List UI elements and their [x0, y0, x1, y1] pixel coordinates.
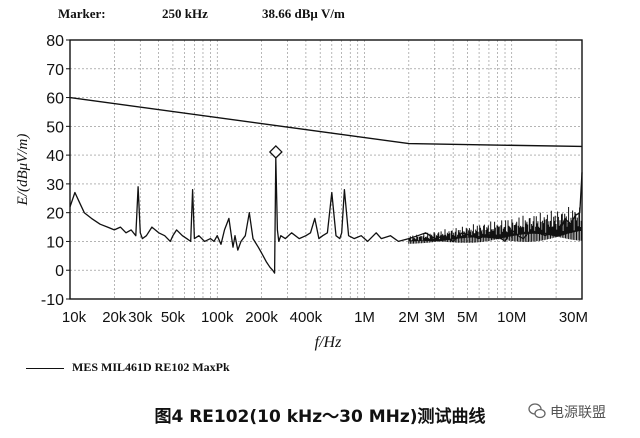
x-tick-label: 5M: [457, 309, 478, 326]
x-tick-label: 200k: [245, 309, 278, 326]
emission-chart: -10 0 10 20 30 40 50 60 70 80 10k 20k 30k 50k 100k 200k…: [15, 33, 588, 351]
y-tick-label: 60: [46, 91, 64, 108]
x-tick-label: 10M: [497, 309, 526, 326]
limit-line: [69, 96, 583, 148]
legend-line-swatch: [26, 368, 64, 369]
figure-caption: 图4 RE102(10 kHz～30 MHz)测试曲线: [154, 407, 486, 427]
marker-label: Marker:: [58, 6, 106, 21]
watermark: 电源联盟: [528, 400, 638, 424]
x-tick-label: 2M: [398, 309, 419, 326]
wechat-icon: [528, 403, 546, 419]
marker-frequency: 250 kHz: [162, 6, 208, 21]
x-axis-label: f/Hz: [315, 334, 342, 351]
x-tick-label: 3M: [424, 309, 445, 326]
watermark-text: 电源联盟: [550, 405, 606, 421]
y-tick-label: 80: [46, 33, 64, 50]
x-tick-label: 100k: [201, 309, 234, 326]
y-tick-label: 30: [46, 177, 64, 194]
legend-entry: MES MIL461D RE102 MaxPk: [72, 360, 230, 374]
marker-diamond: [268, 145, 283, 159]
y-tick-label: 50: [46, 119, 64, 136]
y-tick-label: -10: [41, 292, 64, 309]
legend: MES MIL461D RE102 MaxPk: [26, 360, 386, 378]
y-tick-label: 10: [46, 234, 64, 251]
marker-level: 38.66 dBμ V/m: [262, 6, 345, 21]
x-tick-label: 50k: [161, 309, 186, 326]
y-axis-label: E/(dBμV/m): [15, 134, 31, 207]
x-tick-label: 30k: [128, 309, 153, 326]
x-tick-label: 1M: [354, 309, 375, 326]
x-tick-label: 30M: [559, 309, 588, 326]
marker-readout: Marker: 250 kHz 38.66 dBμ V/m: [0, 6, 640, 26]
x-tick-label: 400k: [290, 309, 323, 326]
y-tick-label: 40: [46, 148, 64, 165]
x-tick-label: 10k: [62, 309, 87, 326]
y-tick-label: 70: [46, 62, 64, 79]
plot-frame: [69, 39, 583, 300]
x-tick-label: 20k: [102, 309, 127, 326]
y-tick-label: 0: [55, 263, 64, 280]
y-tick-label: 20: [46, 206, 64, 223]
measurement-trace: [69, 157, 583, 274]
